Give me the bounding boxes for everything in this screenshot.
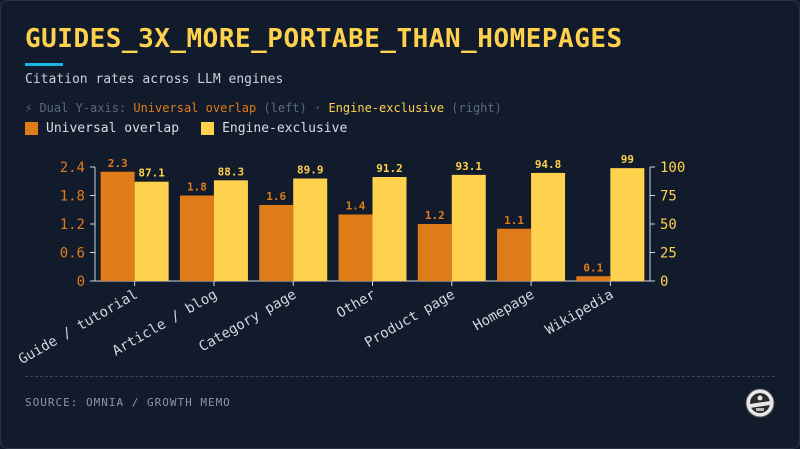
bar-exclusive — [531, 172, 566, 281]
bar-label-exclusive: 94.8 — [535, 158, 562, 171]
chart-legend: Universal overlap Engine-exclusive — [25, 121, 369, 136]
right-axis-tick-label: 0 — [660, 274, 668, 290]
x-axis-category-label: Product page — [362, 287, 458, 351]
legend-label-exclusive: Engine-exclusive — [222, 121, 348, 136]
x-axis-category-label: Wikipedia — [543, 287, 617, 339]
bar-label-universal: 1.2 — [425, 209, 445, 222]
bar-label-universal: 1.8 — [187, 181, 207, 194]
chart-subtitle: Citation rates across LLM engines — [25, 72, 284, 87]
bar-exclusive — [134, 181, 169, 281]
bar-label-exclusive: 93.1 — [456, 160, 483, 173]
bar-label-universal: 2.3 — [108, 157, 128, 170]
bar-label-universal: 1.6 — [266, 190, 286, 203]
bar-label-exclusive: 99 — [621, 153, 634, 166]
bar-label-exclusive: 88.3 — [218, 165, 245, 178]
bar-universal — [576, 276, 611, 281]
axis-note-left-suffix: (left) · — [256, 101, 329, 115]
left-axis-tick-label: 2.4 — [60, 160, 85, 176]
bar-exclusive — [451, 174, 486, 281]
right-axis-tick-label: 25 — [660, 246, 677, 262]
axis-note-prefix: ⚡ Dual Y-axis: — [25, 101, 134, 115]
source-credit: SOURCE: OMNIA / GROWTH MEMO — [25, 396, 231, 409]
bar-label-universal: 0.1 — [583, 261, 603, 274]
chart-title: GUIDES_3X_MORE_PORTABE_THAN_HOMEPAGES — [25, 24, 623, 54]
bar-universal — [497, 228, 532, 281]
legend-swatch-exclusive — [201, 122, 215, 135]
left-axis-tick-label: 0 — [77, 274, 85, 290]
left-axis-tick-label: 1.8 — [60, 189, 85, 205]
legend-label-universal: Universal overlap — [46, 121, 180, 136]
bar-label-exclusive: 87.1 — [138, 167, 165, 180]
bar-exclusive — [610, 168, 645, 281]
footer-divider — [25, 376, 775, 377]
bar-exclusive — [372, 177, 407, 281]
bar-universal — [179, 195, 214, 281]
bar-universal — [417, 224, 452, 281]
legend-item-universal: Universal overlap — [25, 121, 179, 136]
axis-note-right-name: Engine-exclusive — [328, 101, 445, 115]
legend-item-exclusive: Engine-exclusive — [201, 121, 347, 136]
bar-universal — [338, 214, 373, 281]
axis-note-left-name: Universal overlap — [133, 101, 257, 115]
badge-logo-icon — [745, 388, 775, 418]
dual-axis-note: ⚡ Dual Y-axis: Universal overlap (left) … — [25, 101, 502, 115]
bar-exclusive — [293, 178, 328, 281]
bar-label-exclusive: 91.2 — [376, 162, 403, 175]
bar-label-universal: 1.1 — [504, 214, 524, 227]
bar-label-universal: 1.4 — [346, 200, 366, 213]
bar-universal — [100, 171, 135, 281]
x-axis-category-label: Homepage — [471, 287, 537, 335]
right-axis-tick-label: 50 — [660, 217, 677, 233]
axis-note-right-suffix: (right) — [444, 101, 502, 115]
right-axis-tick-label: 75 — [660, 189, 677, 205]
left-axis-tick-label: 0.6 — [60, 246, 85, 262]
bar-exclusive — [213, 180, 248, 281]
x-axis-category-label: Other — [334, 287, 379, 322]
right-axis-tick-label: 100 — [660, 160, 685, 176]
left-axis-tick-label: 1.2 — [60, 217, 85, 233]
title-underline — [25, 63, 63, 66]
bar-label-exclusive: 89.9 — [297, 164, 324, 177]
legend-swatch-universal — [25, 122, 38, 135]
bar-universal — [259, 205, 294, 281]
